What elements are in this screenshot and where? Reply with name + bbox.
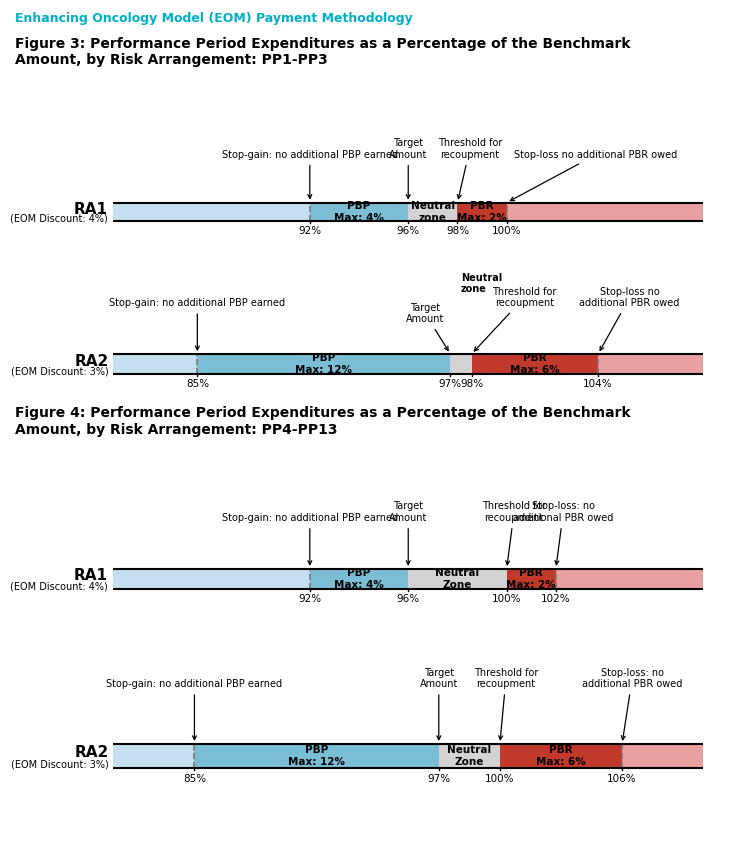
- Text: PBP
Max: 4%: PBP Max: 4%: [334, 568, 384, 589]
- Text: Figure 4: Performance Period Expenditures as a Percentage of the Benchmark
Amoun: Figure 4: Performance Period Expenditure…: [15, 406, 630, 436]
- Text: 97%: 97%: [439, 379, 462, 389]
- Bar: [310, 569, 408, 588]
- Text: (EOM Discount: 4%): (EOM Discount: 4%): [10, 214, 108, 224]
- Text: Stop-loss: no
additional PBR owed: Stop-loss: no additional PBR owed: [582, 667, 682, 740]
- Text: Threshold for
recoupment: Threshold for recoupment: [482, 502, 546, 564]
- Text: Target
Amount: Target Amount: [406, 302, 448, 350]
- Text: PBP
Max: 12%: PBP Max: 12%: [295, 353, 352, 375]
- Text: Target
Amount: Target Amount: [389, 138, 427, 198]
- Text: Target
Amount: Target Amount: [389, 502, 427, 564]
- Bar: [507, 203, 703, 222]
- Text: RA1: RA1: [74, 569, 108, 583]
- Text: Stop-gain: no additional PBP earned: Stop-gain: no additional PBP earned: [106, 679, 283, 740]
- Bar: [598, 354, 703, 374]
- Text: (EOM Discount: 3%): (EOM Discount: 3%): [11, 367, 109, 376]
- Bar: [500, 744, 622, 768]
- Text: RA2: RA2: [74, 745, 109, 759]
- Bar: [451, 354, 472, 374]
- Bar: [113, 354, 198, 374]
- Text: 96%: 96%: [397, 226, 420, 236]
- Text: 98%: 98%: [446, 226, 469, 236]
- Text: Threshold for
recoupment: Threshold for recoupment: [474, 667, 538, 740]
- Text: 85%: 85%: [186, 379, 209, 389]
- Text: 100%: 100%: [492, 226, 521, 236]
- Bar: [622, 744, 703, 768]
- Bar: [408, 569, 507, 588]
- Bar: [195, 744, 439, 768]
- Bar: [113, 569, 310, 588]
- Bar: [555, 569, 703, 588]
- Text: Figure 3: Performance Period Expenditures as a Percentage of the Benchmark
Amoun: Figure 3: Performance Period Expenditure…: [15, 37, 630, 67]
- Text: 96%: 96%: [397, 594, 420, 604]
- Text: 92%: 92%: [298, 594, 321, 604]
- Text: 100%: 100%: [492, 594, 521, 604]
- Bar: [113, 203, 310, 222]
- Bar: [408, 203, 457, 222]
- Text: 106%: 106%: [607, 773, 637, 783]
- Text: 98%: 98%: [460, 379, 483, 389]
- Bar: [507, 569, 555, 588]
- Bar: [472, 354, 598, 374]
- Text: 100%: 100%: [485, 773, 515, 783]
- Bar: [113, 744, 195, 768]
- Bar: [439, 744, 500, 768]
- Text: (EOM Discount: 4%): (EOM Discount: 4%): [10, 582, 108, 591]
- Text: Neutral
Zone: Neutral Zone: [448, 745, 491, 766]
- Text: Threshold for
recoupment: Threshold for recoupment: [437, 138, 502, 198]
- Text: 85%: 85%: [183, 773, 206, 783]
- Bar: [310, 203, 408, 222]
- Text: (EOM Discount: 3%): (EOM Discount: 3%): [11, 759, 109, 770]
- Text: Stop-loss: no
additional PBR owed: Stop-loss: no additional PBR owed: [513, 502, 613, 564]
- Text: Neutral
zone: Neutral zone: [461, 273, 502, 295]
- Text: PBP
Max: 12%: PBP Max: 12%: [288, 745, 345, 766]
- Text: PBR
Max: 6%: PBR Max: 6%: [510, 353, 560, 375]
- Text: PBR
Max: 6%: PBR Max: 6%: [536, 745, 586, 766]
- Bar: [457, 203, 507, 222]
- Text: RA1: RA1: [74, 202, 108, 216]
- Text: 104%: 104%: [583, 379, 613, 389]
- Text: Target
Amount: Target Amount: [420, 667, 458, 740]
- Text: PBR
Max: 2%: PBR Max: 2%: [507, 568, 556, 589]
- Text: PBP
Max: 4%: PBP Max: 4%: [334, 201, 384, 222]
- Text: Neutral
zone: Neutral zone: [410, 201, 455, 222]
- Bar: [198, 354, 451, 374]
- Text: Stop-loss no additional PBR owed: Stop-loss no additional PBR owed: [510, 149, 677, 201]
- Text: 102%: 102%: [541, 594, 571, 604]
- Text: Stop-gain: no additional PBP earned: Stop-gain: no additional PBP earned: [109, 298, 286, 350]
- Text: PBR
Max: 2%: PBR Max: 2%: [457, 201, 507, 222]
- Text: Stop-loss no
additional PBR owed: Stop-loss no additional PBR owed: [580, 287, 680, 350]
- Text: Neutral
Zone: Neutral Zone: [435, 568, 480, 589]
- Text: 92%: 92%: [298, 226, 321, 236]
- Text: Stop-gain: no additional PBP earned: Stop-gain: no additional PBP earned: [222, 513, 398, 564]
- Text: RA2: RA2: [74, 354, 109, 369]
- Text: Enhancing Oncology Model (EOM) Payment Methodology: Enhancing Oncology Model (EOM) Payment M…: [15, 12, 413, 25]
- Text: Threshold for
recoupment: Threshold for recoupment: [475, 287, 556, 351]
- Text: Stop-gain: no additional PBP earned: Stop-gain: no additional PBP earned: [222, 149, 398, 198]
- Text: 97%: 97%: [427, 773, 451, 783]
